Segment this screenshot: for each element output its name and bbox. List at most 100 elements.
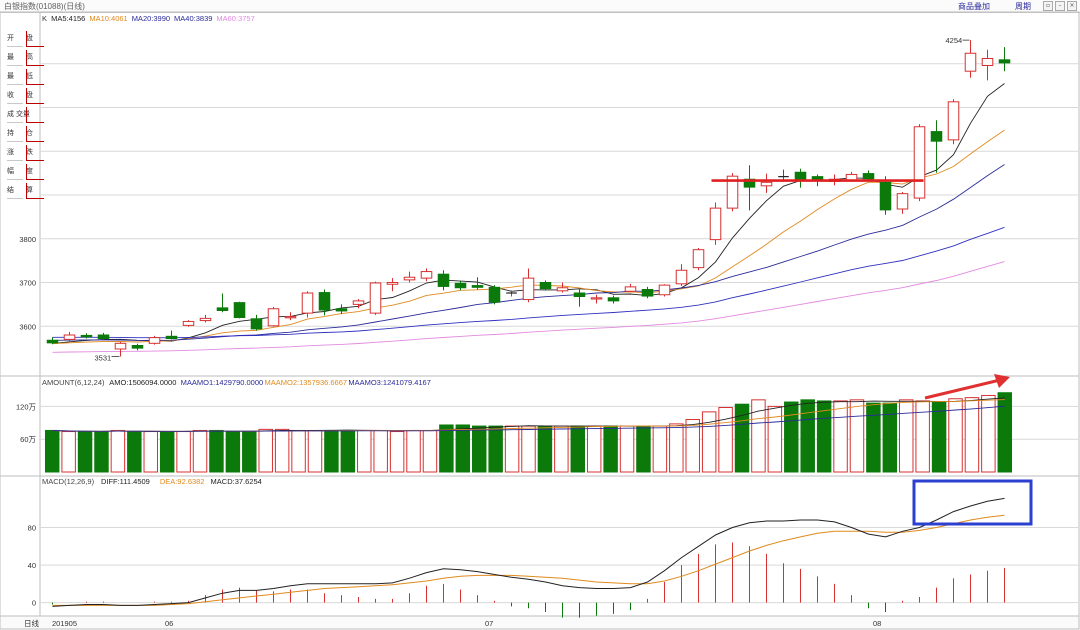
ma20-line <box>52 164 1005 341</box>
info-label-left: 涨 <box>7 148 14 156</box>
volume-ma3-line <box>52 405 1005 432</box>
info-divider <box>26 145 27 160</box>
volume-bar-down <box>94 431 109 473</box>
volume-bar-up <box>899 399 914 473</box>
info-label-right: 度 <box>26 167 33 175</box>
low-price-label: 3531 <box>95 353 112 362</box>
volume-bar-down <box>931 401 947 473</box>
macd-legend-item: MACD:37.6254 <box>211 477 262 486</box>
volume-bar-up <box>718 406 733 473</box>
candle-down <box>216 307 229 311</box>
overlay-commodity-button[interactable]: 商品叠加 <box>958 2 990 11</box>
candle-down <box>46 339 59 344</box>
volume-bar-down <box>324 429 339 473</box>
candle-down <box>539 282 552 290</box>
volume-bar-up <box>833 400 848 473</box>
volume-bar-down <box>159 431 175 473</box>
volume-bar-up <box>701 411 717 473</box>
volume-bar-up <box>176 431 191 473</box>
info-divider <box>7 65 23 66</box>
info-label-left: 成 <box>7 110 14 118</box>
close-icon[interactable]: × <box>1067 1 1077 11</box>
volume-bar-down <box>127 431 142 473</box>
candle-up <box>692 249 705 269</box>
info-label-right: 盘 <box>26 34 33 42</box>
info-divider <box>7 141 23 142</box>
volume-bar-up <box>669 423 684 473</box>
time-axis-label: 06 <box>165 619 173 628</box>
candle-up <box>284 316 297 319</box>
info-label-left: 幅 <box>7 167 14 175</box>
info-divider <box>26 69 27 84</box>
candle-down <box>97 334 110 339</box>
candle-up <box>148 337 161 344</box>
restore-icon[interactable]: ▫ <box>1043 1 1053 11</box>
volume-bar-up <box>964 397 980 473</box>
volume-bar-down <box>44 429 60 473</box>
candle-up <box>760 181 773 187</box>
volume-bar-up <box>143 431 158 473</box>
time-axis-label: 日线 <box>24 618 39 628</box>
window-title: 白银指数(01088)(日线) <box>4 2 85 11</box>
info-row: 涨跌 <box>4 142 44 161</box>
volume-bar-up <box>948 398 963 473</box>
candle-down <box>437 273 450 287</box>
volume-bar-up <box>258 428 273 473</box>
candle-down <box>131 345 144 349</box>
volume-bar-down <box>636 425 651 473</box>
candle-up <box>369 282 382 314</box>
macd-ytick: 0 <box>32 599 36 608</box>
candle-up <box>896 193 909 210</box>
macd-legend-item: DIFF:111.4509 <box>101 477 150 486</box>
info-label-right: 算 <box>26 186 33 194</box>
candle-up <box>913 126 926 199</box>
volume-bar-down <box>209 429 224 473</box>
candle-up <box>182 320 195 326</box>
info-row: 最低 <box>4 66 44 85</box>
period-button[interactable]: 周期 <box>1015 2 1031 11</box>
volume-bar-down <box>340 429 356 473</box>
volume-bar-up <box>849 399 865 473</box>
candle-up <box>403 276 416 281</box>
info-divider <box>7 46 23 47</box>
time-axis-label: 08 <box>873 619 881 628</box>
kline-legend-item: MA20:3990 <box>132 14 170 23</box>
volume-bar-up <box>110 429 126 473</box>
volume-trend-arrowhead <box>994 374 1010 388</box>
volume-legend-item: AMO:1506094.0000 <box>109 378 176 387</box>
volume-bar-down <box>471 425 487 473</box>
volume-bar-up <box>422 429 438 473</box>
candle-up <box>590 297 603 300</box>
candle-down <box>488 286 501 303</box>
candle-down <box>80 334 93 338</box>
info-divider <box>26 50 27 65</box>
macd-ytick: 40 <box>28 561 36 570</box>
volume-bar-up <box>307 429 323 473</box>
candle-up <box>947 101 960 141</box>
candle-down <box>335 308 348 312</box>
info-row: 收盘 <box>4 85 44 104</box>
time-axis-label: 201905 <box>52 619 77 628</box>
volume-bar-up <box>619 425 635 473</box>
info-label-left: 收 <box>7 91 14 99</box>
info-divider <box>26 183 27 198</box>
volume-bar-up <box>521 425 536 473</box>
kline-legend-item: MA5:4156 <box>51 14 85 23</box>
info-label-right: 交量 <box>16 110 30 118</box>
minimize-icon[interactable]: – <box>1055 1 1065 11</box>
volume-bar-down <box>242 431 257 473</box>
volume-bar-up <box>192 429 208 473</box>
ma5-line <box>52 83 1005 345</box>
info-divider <box>26 179 44 180</box>
info-divider <box>26 164 27 179</box>
volume-bar-up <box>685 419 700 473</box>
info-row: 成交量 <box>4 104 44 123</box>
candle-up <box>63 334 76 340</box>
volume-bar-down <box>800 399 815 473</box>
dea-line <box>52 514 1005 606</box>
kline-ytick: 3800 <box>19 235 36 244</box>
volume-ytick: 60万 <box>20 435 36 444</box>
candle-down <box>862 173 875 180</box>
macd-legend-item: MACD(12,26,9) <box>42 477 95 486</box>
